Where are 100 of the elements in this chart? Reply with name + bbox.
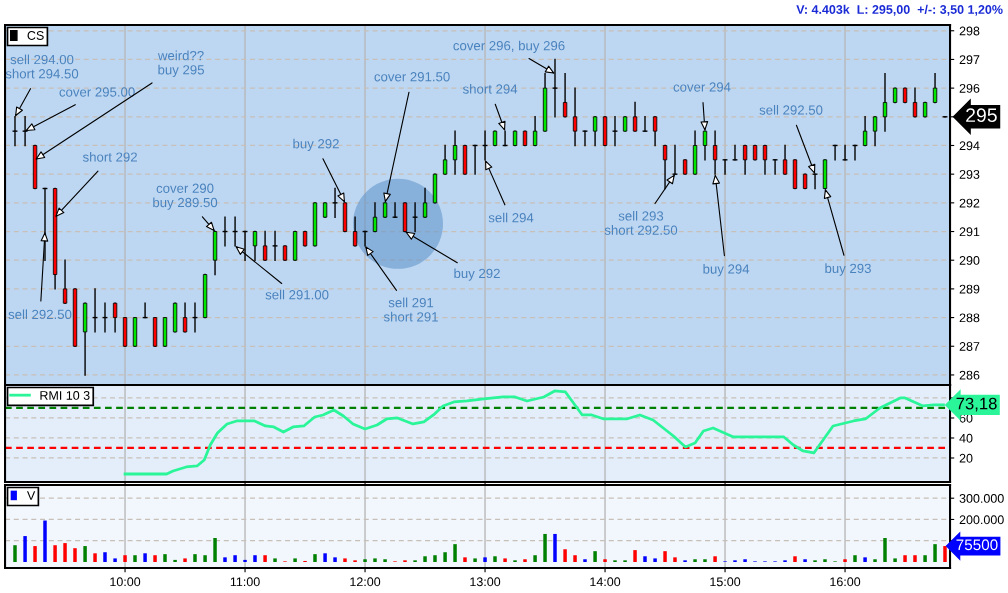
annotation: sell 291.00	[265, 289, 329, 300]
candlestick	[882, 73, 888, 132]
candlestick	[912, 87, 918, 118]
bar	[43, 520, 47, 563]
bar	[903, 555, 907, 563]
bar	[943, 546, 947, 563]
bar	[363, 559, 367, 563]
bar	[523, 559, 527, 563]
candlestick	[842, 144, 848, 161]
x-tick-label: 11:00	[230, 577, 260, 587]
annotation: sell 292.50	[759, 105, 823, 115]
candlestick	[742, 144, 748, 175]
bar	[743, 559, 747, 563]
candlestick	[392, 202, 398, 218]
bar	[573, 555, 577, 563]
annotation: sell 294.00 short 294.50	[5, 54, 79, 79]
bar	[473, 558, 477, 563]
annotation: cover 291.50	[374, 72, 450, 82]
bar	[83, 546, 87, 563]
bar	[713, 556, 717, 563]
bar	[793, 556, 797, 563]
annotation: sell 294	[488, 212, 534, 223]
bar	[233, 555, 237, 563]
candlestick	[642, 116, 648, 132]
candlestick	[142, 302, 148, 319]
annotation: short 292	[82, 152, 137, 162]
bar	[643, 556, 647, 563]
y-tick-label: 289	[959, 284, 980, 294]
y-tick-label: 291	[959, 227, 980, 237]
bar	[923, 555, 927, 563]
bar	[463, 557, 467, 563]
candlestick	[352, 216, 358, 247]
y-tick-label: 290	[959, 256, 980, 265]
x-tick-label: 14:00	[590, 577, 621, 587]
x-tick-label: 16:00	[830, 577, 861, 587]
bar	[293, 558, 297, 563]
legend-label: RMI 10 3	[40, 391, 90, 400]
bar	[433, 555, 437, 563]
y-tick-label: 292	[959, 198, 980, 208]
annotation: sell 292.50	[8, 309, 72, 320]
legend-label: CS	[27, 31, 44, 40]
bar	[593, 551, 597, 563]
candlestick	[372, 202, 378, 233]
candlestick	[782, 144, 788, 175]
bar	[123, 555, 127, 563]
bar	[443, 552, 447, 563]
bar	[53, 545, 57, 563]
candlestick	[612, 116, 618, 147]
bar	[453, 544, 457, 563]
bar	[23, 536, 27, 563]
candlestick	[862, 116, 868, 147]
y-tick-label: 298	[959, 26, 980, 36]
candlestick	[872, 116, 878, 147]
x-tick-label: 13:00	[470, 577, 501, 587]
bar	[563, 549, 567, 563]
bar	[483, 557, 487, 563]
candlestick	[632, 101, 638, 132]
bar	[73, 548, 77, 563]
candlestick	[592, 116, 598, 147]
candlestick	[452, 130, 458, 175]
bar	[193, 554, 197, 563]
bar	[673, 557, 677, 563]
bar	[863, 557, 867, 563]
bar	[543, 533, 547, 563]
bar	[883, 537, 887, 563]
bar	[183, 558, 187, 563]
bar	[493, 556, 497, 563]
bar	[33, 546, 37, 563]
annotation: buy 292	[454, 268, 500, 281]
candlestick	[582, 130, 588, 147]
candlestick	[182, 302, 188, 333]
bar	[663, 551, 667, 563]
bar	[133, 555, 137, 563]
bar	[933, 544, 937, 563]
bar	[13, 545, 17, 563]
y-tick-label: 296	[959, 83, 980, 93]
bar	[93, 553, 97, 563]
bar	[173, 559, 177, 563]
candlestick	[472, 144, 478, 175]
y-tick-label: 293	[959, 169, 980, 179]
bar	[913, 555, 917, 563]
candlestick	[772, 159, 778, 175]
y-tick-label: 300.000	[959, 494, 1004, 503]
candlestick	[422, 187, 428, 218]
bar	[503, 558, 507, 563]
y-tick-label: 286	[959, 370, 980, 380]
text: 73,18	[956, 397, 997, 412]
candlestick	[62, 259, 68, 304]
candlestick	[932, 73, 938, 104]
bar	[243, 559, 247, 563]
y-tick-label: 20	[959, 453, 973, 463]
bar	[163, 554, 167, 563]
annotation: weird?? buy 295	[157, 50, 204, 78]
candlestick	[272, 230, 278, 261]
bar	[893, 558, 897, 563]
x-tick-label: 12:00	[350, 577, 381, 587]
candlestick	[562, 73, 568, 118]
candlestick	[572, 87, 578, 147]
y-tick-label: 297	[959, 55, 980, 65]
bar	[823, 559, 827, 563]
